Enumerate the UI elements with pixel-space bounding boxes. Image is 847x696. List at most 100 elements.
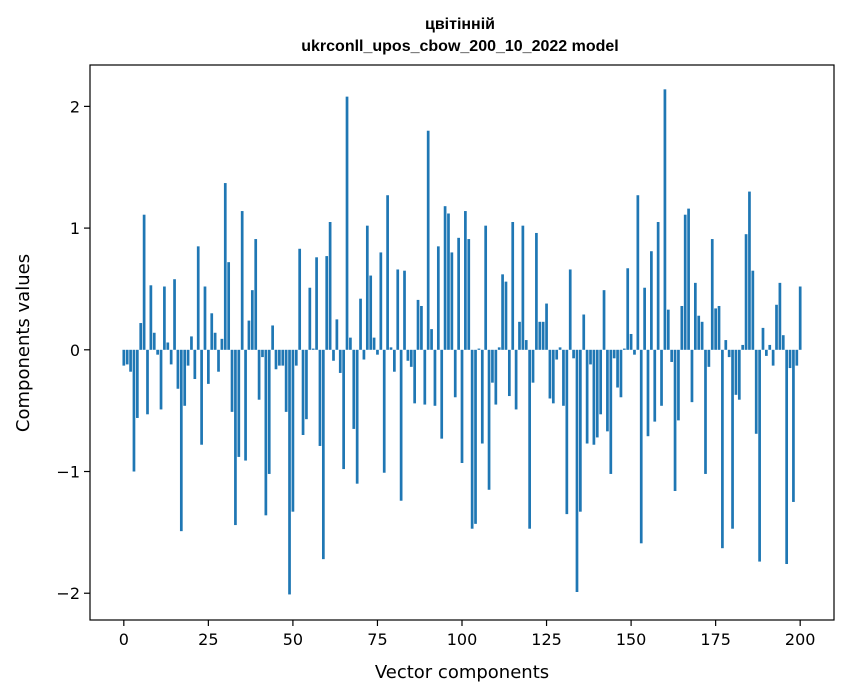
x-tick-label: 75 — [367, 630, 387, 649]
x-axis-ticks: 0 25 50 75 100 125 150 175 200 — [119, 620, 815, 649]
bar-14 — [169, 349, 173, 365]
bar-21 — [193, 349, 197, 380]
bar-152 — [636, 195, 640, 350]
bar-147 — [619, 349, 623, 398]
bar-178 — [724, 340, 728, 350]
bar-135 — [579, 349, 582, 512]
bar-115 — [511, 222, 515, 350]
bar-176 — [717, 305, 721, 350]
y-axis-label: Components values — [13, 254, 34, 432]
bar-87 — [416, 299, 420, 350]
bar-131 — [565, 349, 569, 515]
bar-157 — [653, 349, 657, 422]
bar-3 — [132, 349, 136, 472]
bar-192 — [771, 349, 775, 366]
bar-158 — [656, 222, 660, 350]
bar-198 — [792, 349, 795, 502]
bar-128 — [555, 349, 559, 360]
bar-93 — [436, 246, 440, 350]
bar-78 — [386, 195, 389, 350]
bar-54 — [305, 349, 308, 420]
bar-174 — [710, 239, 714, 350]
bar-85 — [409, 349, 413, 367]
y-tick-label: −1 — [56, 463, 80, 482]
bar-91 — [430, 329, 433, 350]
bar-114 — [507, 349, 511, 397]
bar-167 — [687, 208, 690, 350]
bar-80 — [393, 349, 396, 372]
bar-104 — [474, 349, 477, 524]
y-tick-label: −2 — [56, 584, 80, 603]
bar-151 — [633, 349, 636, 355]
x-tick-label: 125 — [531, 630, 562, 649]
bar-196 — [785, 349, 789, 565]
bar-68 — [352, 349, 356, 429]
bar-13 — [166, 342, 170, 350]
bar-58 — [318, 349, 322, 446]
bar-46 — [278, 349, 281, 366]
bar-197 — [788, 349, 792, 369]
bar-118 — [521, 225, 525, 350]
bar-26 — [210, 313, 214, 350]
bar-8 — [149, 285, 153, 350]
bar-49 — [288, 349, 291, 595]
bar-182 — [737, 349, 741, 400]
bar-66 — [345, 96, 349, 350]
bar-10 — [156, 349, 159, 355]
bar-123 — [538, 321, 542, 350]
bar-130 — [562, 349, 565, 406]
bar-1 — [125, 349, 129, 365]
bar-120 — [528, 349, 531, 529]
bar-193 — [775, 304, 778, 350]
bar-143 — [606, 349, 609, 432]
bar-155 — [646, 349, 650, 437]
bar-154 — [643, 287, 646, 350]
bar-111 — [497, 347, 501, 350]
bar-166 — [683, 214, 687, 350]
bar-116 — [514, 349, 518, 410]
bar-124 — [541, 321, 545, 350]
bar-191 — [768, 344, 772, 350]
bar-160 — [663, 89, 667, 350]
bar-170 — [697, 315, 701, 350]
bar-37 — [247, 320, 251, 350]
bar-82 — [399, 349, 403, 501]
y-tick-label: 1 — [70, 219, 80, 238]
bar-48 — [284, 349, 288, 412]
bar-40 — [257, 349, 261, 400]
bar-35 — [240, 211, 244, 350]
bar-142 — [602, 290, 606, 350]
x-axis-label: Vector components — [375, 662, 549, 683]
bar-100 — [460, 349, 464, 463]
x-tick-label: 100 — [447, 630, 478, 649]
bar-89 — [423, 349, 427, 405]
bar-95 — [443, 206, 447, 350]
bar-75 — [376, 349, 379, 355]
chart-title-line2: ukrconll_upos_cbow_200_10_2022 model — [301, 38, 618, 55]
bar-108 — [487, 349, 491, 490]
bar-86 — [413, 349, 417, 404]
bar-22 — [196, 246, 200, 350]
bar-133 — [572, 349, 575, 359]
x-tick-label: 150 — [616, 630, 647, 649]
bar-200 — [798, 286, 802, 350]
bar-117 — [518, 321, 521, 350]
bar-98 — [453, 349, 457, 398]
bar-67 — [349, 337, 352, 350]
bar-122 — [535, 232, 538, 350]
bar-177 — [721, 349, 724, 549]
bar-38 — [250, 290, 254, 350]
bar-144 — [609, 349, 613, 474]
bar-164 — [677, 349, 680, 421]
bar-43 — [267, 349, 271, 474]
bar-51 — [294, 349, 298, 366]
bar-64 — [338, 349, 342, 373]
bar-9 — [152, 332, 156, 350]
bar-57 — [315, 257, 318, 350]
x-tick-label: 25 — [198, 630, 218, 649]
bar-194 — [778, 282, 782, 350]
bar-139 — [592, 349, 596, 445]
bar-94 — [440, 349, 444, 439]
y-tick-label: 0 — [70, 341, 80, 360]
bar-62 — [332, 349, 335, 361]
